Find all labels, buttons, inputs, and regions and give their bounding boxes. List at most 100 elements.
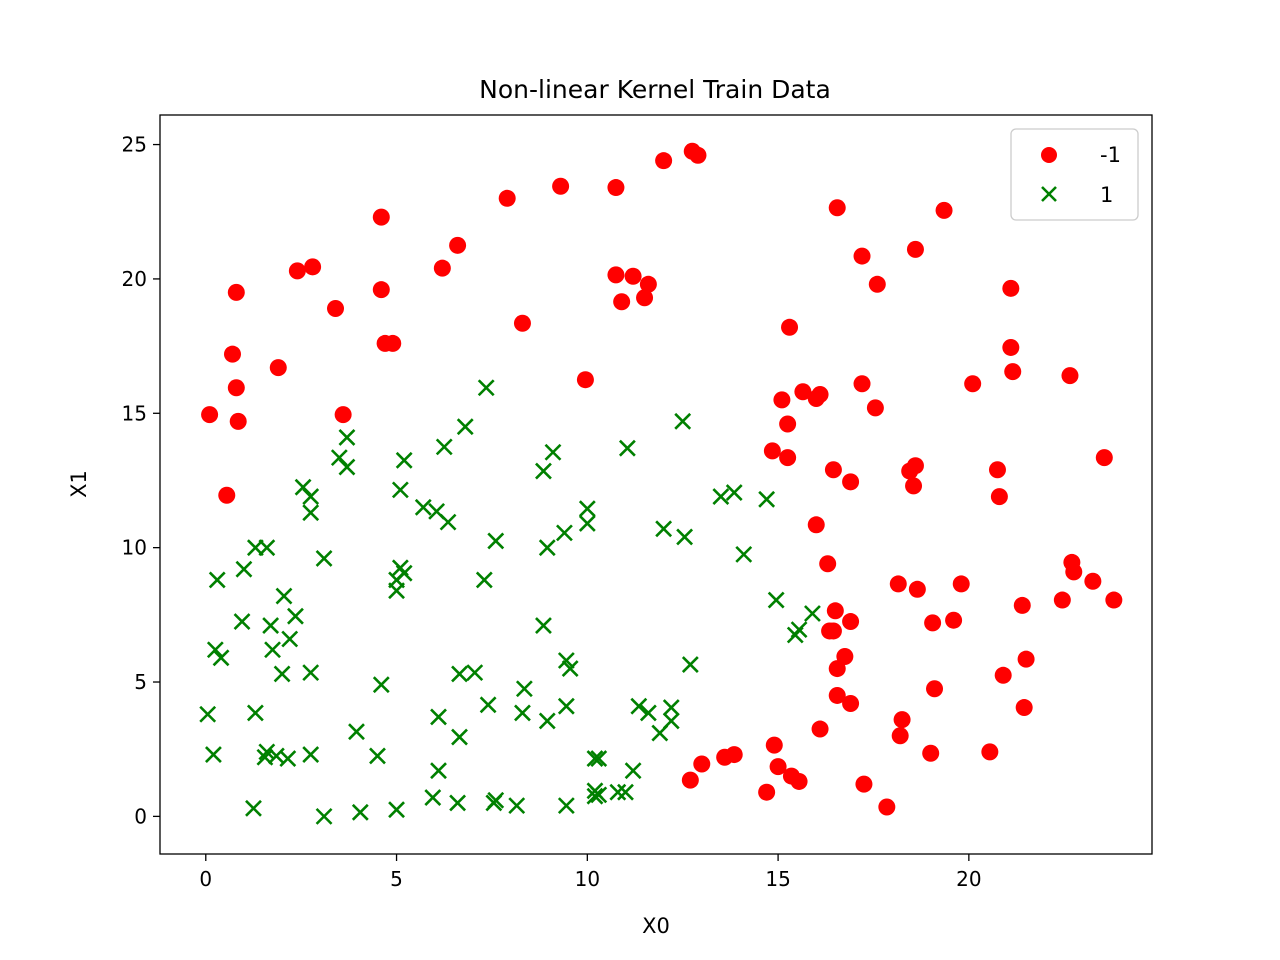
data-point-x (369, 747, 386, 765)
y-tick-label: 20 (122, 267, 147, 291)
data-point-circle (807, 516, 825, 534)
data-point-circle (201, 406, 219, 424)
legend-label-1: 1 (1100, 183, 1113, 207)
data-point-x (561, 660, 579, 677)
data-point-circle (384, 334, 402, 352)
data-point-x (262, 617, 280, 635)
data-point-circle (624, 267, 642, 285)
data-point-circle (855, 775, 873, 793)
data-point-x (586, 787, 604, 805)
data-point-circle (613, 293, 631, 311)
data-point-circle (811, 720, 829, 738)
legend-label-neg1: -1 (1100, 143, 1121, 167)
data-point-x (477, 379, 495, 397)
data-point-x (302, 504, 320, 522)
y-axis-label: X1 (67, 470, 91, 498)
data-point-x (279, 750, 297, 768)
data-point-x (451, 665, 468, 683)
data-point-x (233, 613, 251, 630)
data-point-circle (981, 743, 999, 761)
data-point-x (245, 799, 262, 817)
data-point-x (475, 571, 493, 589)
data-point-x (430, 762, 447, 780)
data-point-x (395, 451, 413, 469)
data-point-x (674, 412, 692, 430)
data-point-x (681, 656, 699, 673)
data-point-circle (655, 152, 673, 170)
data-point-circle (1061, 367, 1079, 385)
data-point-x (630, 697, 648, 715)
data-point-circle (725, 746, 743, 764)
data-point-x (618, 439, 636, 457)
data-point-circle (1084, 572, 1102, 590)
data-point-x (804, 605, 821, 622)
data-point-x (790, 621, 808, 639)
data-point-circle (304, 258, 322, 276)
data-point-x (487, 532, 505, 550)
series-pos1 (199, 379, 821, 825)
data-point-circle (781, 318, 799, 336)
data-point-circle (681, 771, 699, 789)
data-point-x (449, 794, 467, 812)
data-point-circle (229, 412, 247, 430)
data-point-x (508, 797, 526, 815)
y-tick-label: 10 (122, 536, 147, 560)
data-point-circle (1004, 363, 1022, 381)
data-point-circle (836, 647, 854, 665)
data-point-circle (552, 177, 570, 195)
data-point-x (557, 697, 575, 715)
data-point-x (424, 789, 442, 806)
data-point-circle (994, 666, 1012, 684)
data-point-x (662, 699, 680, 716)
data-point-circle (779, 449, 797, 467)
data-point-x (725, 484, 743, 501)
data-point-x (275, 587, 293, 605)
x-axis-label: X0 (642, 914, 670, 938)
data-point-circle (765, 736, 783, 754)
data-point-x (767, 591, 785, 609)
data-point-x (430, 708, 447, 726)
data-point-circle (906, 240, 924, 258)
data-point-x (281, 630, 299, 648)
data-point-circle (906, 457, 924, 475)
data-point-circle (227, 283, 245, 301)
data-point-circle (819, 555, 837, 573)
data-point-x (535, 617, 552, 635)
data-point-circle (636, 289, 654, 307)
data-point-x (451, 728, 468, 746)
data-point-x (372, 676, 390, 694)
data-point-x (609, 783, 627, 801)
data-point-circle (811, 385, 829, 403)
data-point-circle (1065, 563, 1083, 581)
data-point-x (544, 443, 562, 461)
data-point-x (538, 539, 556, 557)
data-point-x (590, 750, 608, 768)
data-point-x (479, 696, 497, 714)
data-point-circle (327, 299, 345, 317)
data-point-circle (639, 275, 657, 293)
data-point-circle (926, 680, 944, 698)
data-point-circle (935, 201, 953, 219)
data-point-circle (908, 580, 926, 598)
data-point-x (557, 797, 575, 815)
data-point-x (246, 704, 264, 722)
series-neg1 (201, 142, 1123, 816)
plot-area (160, 115, 1152, 854)
data-point-circle (853, 247, 871, 265)
data-point-x (487, 791, 505, 809)
data-point-circle (288, 262, 306, 280)
data-point-circle (842, 473, 860, 491)
data-point-circle (922, 744, 940, 762)
data-point-circle (853, 375, 871, 393)
data-point-circle (773, 391, 791, 409)
data-point-x (735, 545, 753, 563)
data-point-circle (334, 406, 352, 424)
data-point-circle (1053, 591, 1071, 609)
data-point-circle (372, 281, 390, 299)
data-point-x (302, 746, 320, 763)
data-point-circle (866, 399, 884, 417)
data-point-x (435, 438, 453, 456)
data-point-circle (1002, 279, 1020, 297)
data-point-x (712, 488, 730, 506)
